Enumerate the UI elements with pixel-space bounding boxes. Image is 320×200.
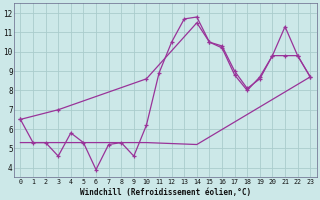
- X-axis label: Windchill (Refroidissement éolien,°C): Windchill (Refroidissement éolien,°C): [80, 188, 251, 197]
